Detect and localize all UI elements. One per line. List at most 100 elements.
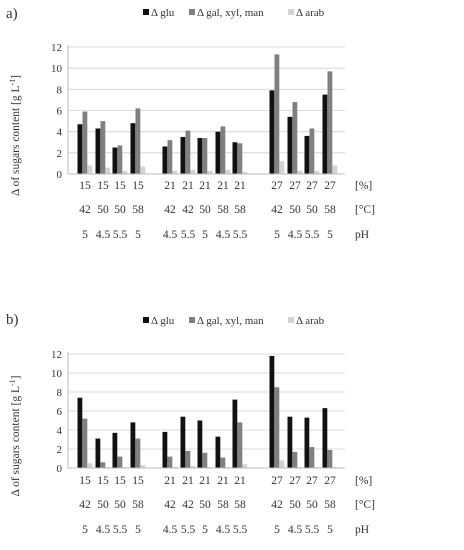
bar-gal-7	[202, 452, 208, 468]
x-category-row1: 21	[234, 180, 246, 192]
bar-glu-13	[322, 94, 328, 174]
x-category-row2: 50	[114, 204, 126, 216]
bar-arab-6	[190, 169, 196, 174]
x-category-row3: 5	[274, 229, 280, 241]
bar-glu-8	[215, 436, 221, 468]
bar-glu-4	[130, 422, 136, 468]
y-tick-label: 0	[57, 169, 63, 181]
bar-arab-2	[105, 167, 111, 174]
bar-glu-13	[322, 408, 328, 468]
bar-glu-7	[197, 138, 203, 174]
x-category-row2: 42	[182, 204, 194, 216]
bar-gal-9	[237, 143, 243, 174]
bar-glu-10	[269, 90, 275, 174]
x-category-row2: 50	[199, 204, 211, 216]
x-category-row1: 15	[114, 475, 126, 487]
legend-label-arab: Δ arab	[296, 315, 325, 327]
legend-label-arab: Δ arab	[296, 7, 325, 19]
bar-arab-1	[87, 463, 93, 468]
x-category-row1: 15	[114, 180, 126, 192]
x-category-row2: 58	[217, 499, 229, 511]
x-category-row3: 5	[82, 229, 88, 241]
bar-glu-1	[77, 397, 83, 468]
bar-glu-7	[197, 420, 203, 468]
legend-label-gal: Δ gal, xyl, man	[197, 7, 264, 19]
x-category-row2: 58	[132, 204, 144, 216]
panel-label: b)	[6, 312, 19, 328]
x-row-unit: pH	[355, 229, 369, 241]
bar-gal-3	[117, 456, 123, 468]
x-category-row2: 50	[114, 499, 126, 511]
bar-arab-4	[140, 465, 146, 468]
x-category-row2: 50	[97, 499, 109, 511]
x-category-row3: 5	[274, 524, 280, 536]
panel-label: a)	[6, 6, 18, 22]
bar-gal-13	[327, 71, 333, 174]
x-row-unit: pH	[355, 524, 369, 536]
legend-swatch-glu	[143, 9, 149, 15]
x-category-row2: 42	[79, 499, 91, 511]
bar-glu-9	[232, 142, 238, 174]
bar-gal-12	[309, 128, 315, 174]
x-category-row3: 5.5	[181, 229, 196, 241]
x-category-row2: 58	[217, 204, 229, 216]
x-category-row3: 5.5	[113, 524, 128, 536]
y-axis-title: Δ of sugars content [g L-1]	[8, 75, 22, 196]
bar-arab-9	[242, 171, 248, 174]
bar-glu-5	[162, 431, 168, 468]
x-category-row1: 21	[199, 180, 211, 192]
bar-gal-10	[274, 54, 280, 174]
bar-glu-4	[130, 123, 136, 174]
x-category-row2: 50	[199, 499, 211, 511]
x-category-row2: 58	[324, 499, 336, 511]
legend-swatch-gal	[189, 317, 195, 323]
x-category-row3: 5.5	[113, 229, 128, 241]
bar-gal-6	[185, 450, 191, 468]
x-category-row1: 27	[306, 475, 318, 487]
chart-panel-2: b) Δ glu Δ gal, xyl, man Δ arab 0 2 4 6 8 10 12 Δ o…	[6, 312, 375, 536]
x-category-row2: 42	[182, 499, 194, 511]
x-category-row1: 27	[289, 180, 301, 192]
bar-arab-5	[172, 170, 178, 174]
bar-glu-2	[95, 438, 101, 468]
bar-gal-8	[220, 457, 226, 468]
x-category-row3: 4.5	[216, 229, 231, 241]
bar-arab-6	[190, 466, 196, 468]
x-category-row3: 4.5	[163, 524, 178, 536]
legend-swatch-arab	[288, 9, 294, 15]
x-category-row3: 5.5	[305, 524, 320, 536]
x-category-row2: 58	[324, 204, 336, 216]
legend-swatch-gal	[189, 9, 195, 15]
x-category-row3: 5	[327, 524, 333, 536]
x-category-row3: 5	[135, 524, 141, 536]
legend-label-glu: Δ glu	[151, 7, 175, 19]
y-tick-label: 4	[57, 127, 63, 139]
bar-gal-8	[220, 126, 226, 174]
bar-gal-11	[292, 102, 298, 174]
x-row-unit: [%]	[355, 180, 372, 192]
y-tick-label: 2	[57, 444, 63, 456]
x-category-row2: 50	[289, 204, 301, 216]
bar-arab-7	[207, 170, 213, 174]
x-category-row1: 21	[164, 475, 176, 487]
x-category-row2: 42	[271, 204, 283, 216]
bar-glu-12	[304, 417, 310, 468]
bar-gal-6	[185, 130, 191, 174]
bar-gal-10	[274, 387, 280, 468]
x-category-row1: 15	[79, 180, 91, 192]
y-tick-label: 4	[57, 425, 63, 437]
x-category-row1: 21	[182, 180, 194, 192]
bar-glu-2	[95, 128, 101, 174]
x-category-row3: 4.5	[163, 229, 178, 241]
bar-gal-7	[202, 138, 208, 174]
bar-arab-11	[297, 170, 303, 174]
y-tick-label: 12	[51, 42, 62, 54]
bar-gal-5	[167, 456, 173, 468]
y-tick-label: 0	[57, 463, 63, 475]
bar-arab-8	[225, 169, 231, 174]
bar-gal-1	[82, 111, 88, 174]
legend-swatch-glu	[143, 317, 149, 323]
bar-gal-11	[292, 451, 298, 468]
y-tick-label: 10	[51, 368, 63, 380]
bar-gal-4	[135, 438, 141, 468]
